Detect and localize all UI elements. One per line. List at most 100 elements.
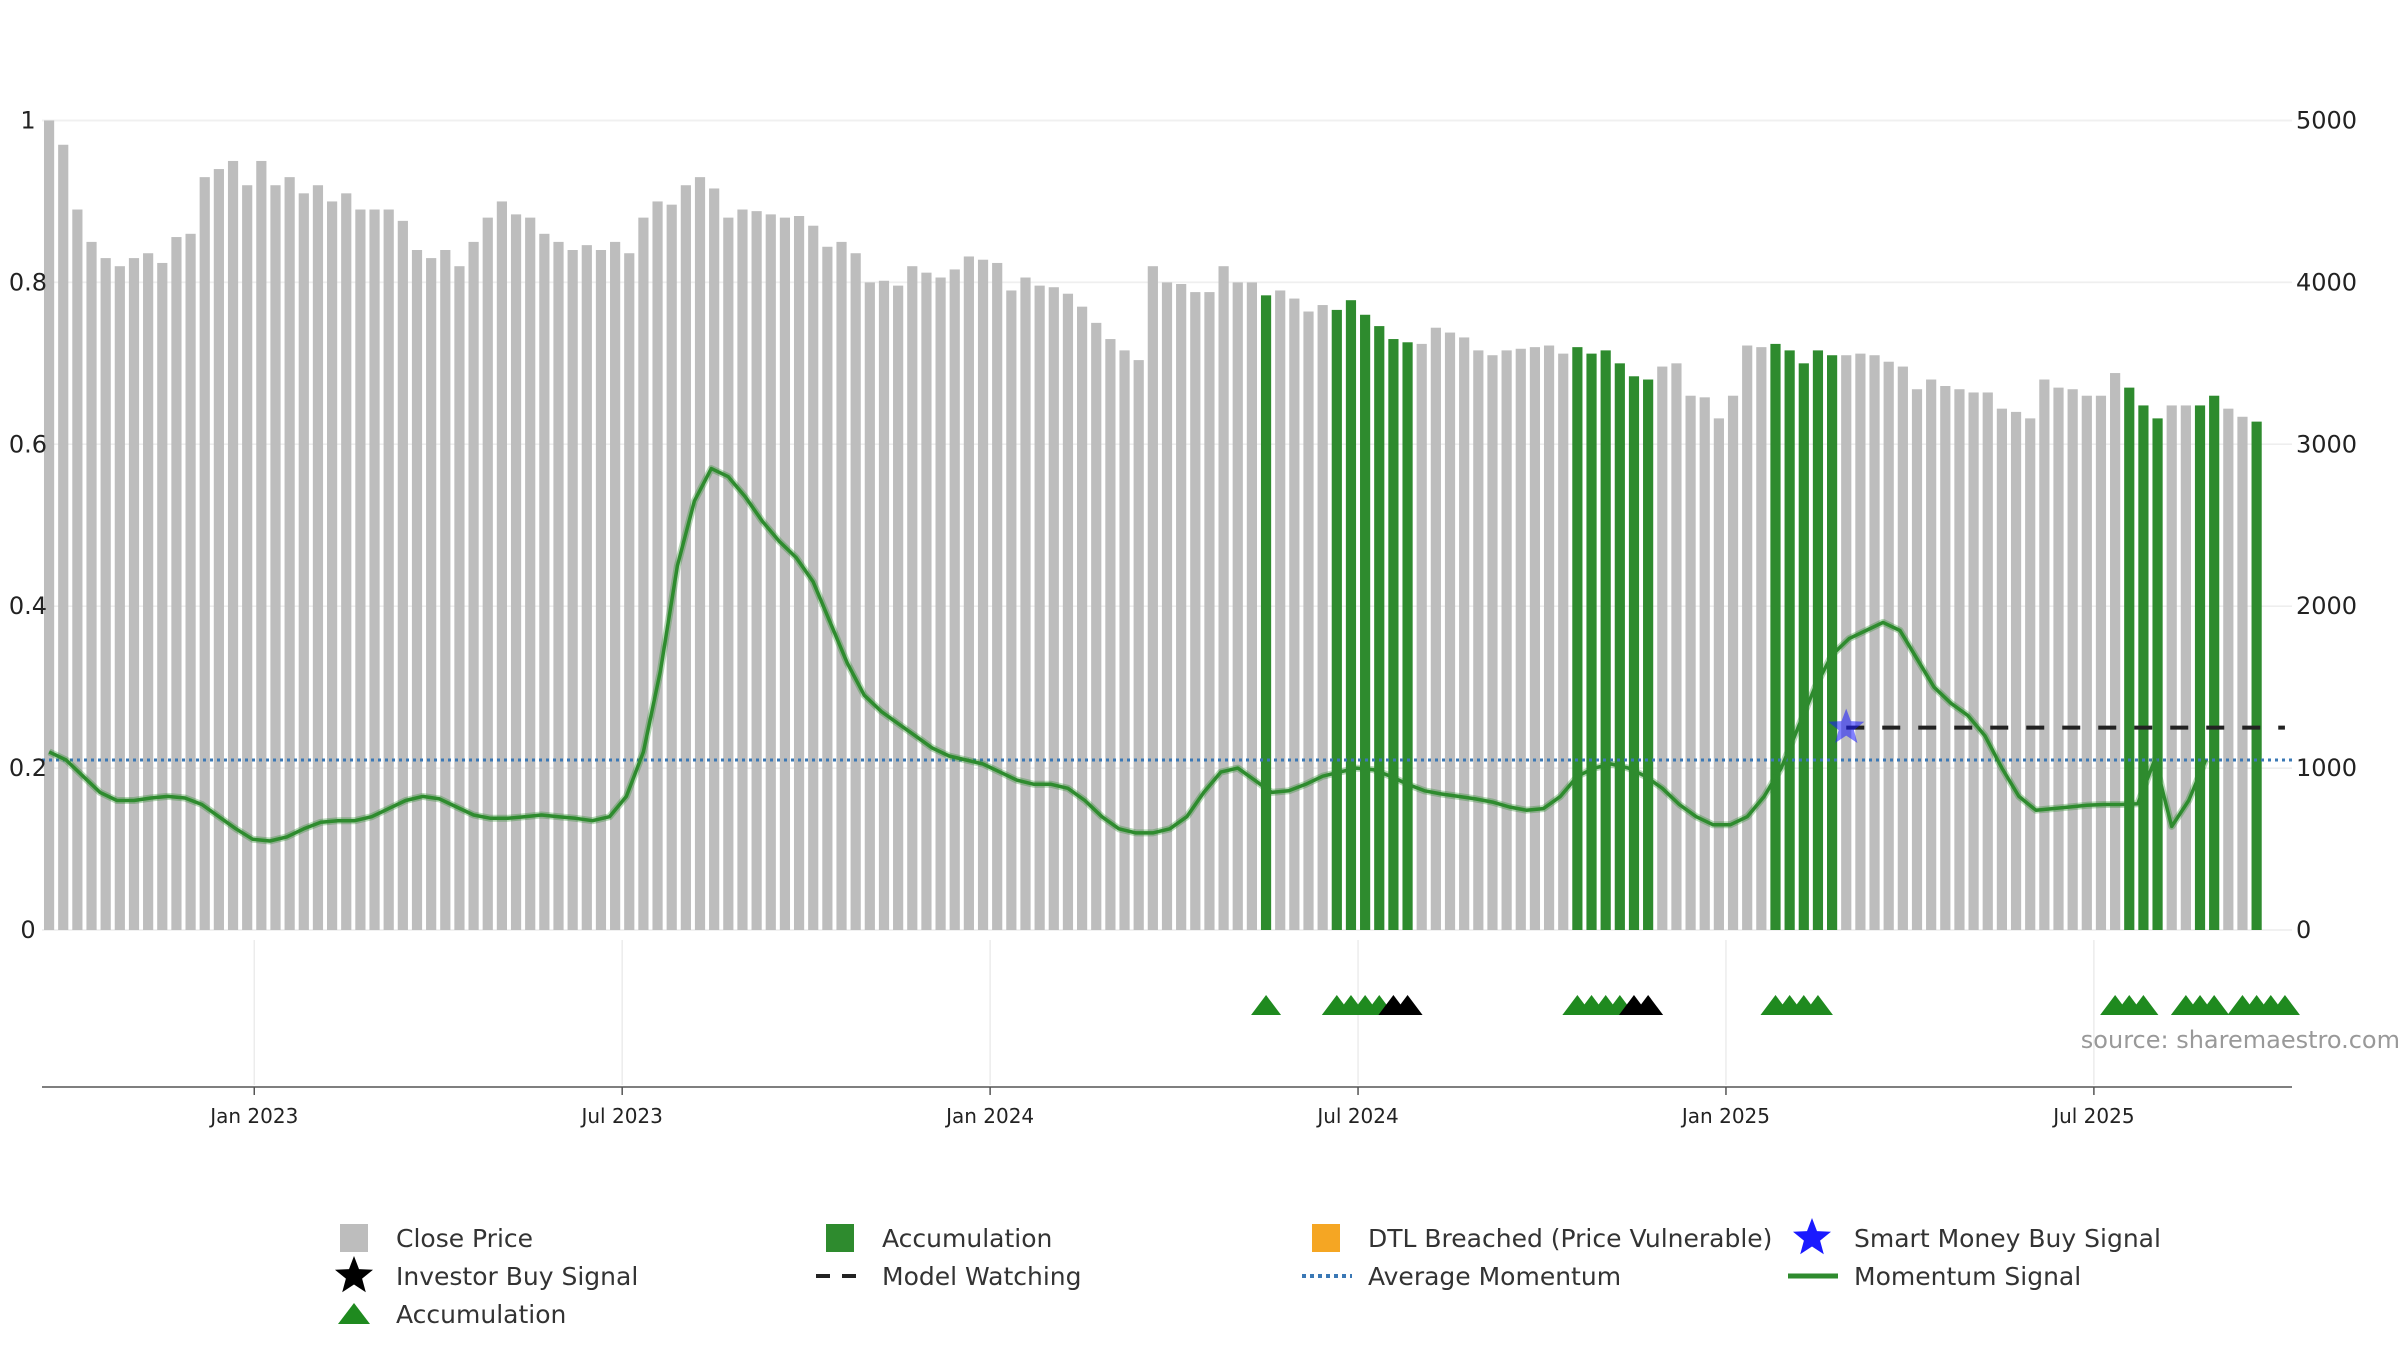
left-axis-tick-label: 0.4 xyxy=(9,592,47,620)
close-price-bar xyxy=(185,233,196,931)
buy-signal-markers xyxy=(1828,708,1865,743)
right-axis-tick-label: 4000 xyxy=(2296,268,2357,296)
close-price-bar xyxy=(977,259,989,930)
close-price-bar xyxy=(1543,345,1555,930)
accumulation-bar xyxy=(1345,300,1357,930)
accumulation-bar xyxy=(1770,343,1781,930)
close-price-bar xyxy=(43,120,55,930)
accumulation-bar xyxy=(1260,295,1272,930)
accumulation-triangle xyxy=(2128,995,2159,1015)
accumulation-bar xyxy=(2152,418,2163,930)
close-price-bar xyxy=(482,217,493,931)
x-axis-tick-label: Jul 2023 xyxy=(579,1104,662,1128)
close-price-bar xyxy=(72,209,83,930)
accumulation-bar xyxy=(2209,395,2220,930)
x-axis-tick-label: Jul 2025 xyxy=(2051,1104,2134,1128)
close-price-bar xyxy=(1275,290,1286,930)
close-price-bar xyxy=(638,217,649,931)
close-price-bar xyxy=(312,185,324,930)
close-price-bar xyxy=(327,201,338,930)
close-price-bar xyxy=(624,253,635,930)
accumulation-bar xyxy=(1572,347,1583,931)
legend-label: Accumulation xyxy=(882,1224,1052,1253)
close-price-bar xyxy=(199,177,210,931)
right-axis-tick-label: 1000 xyxy=(2296,754,2357,782)
close-price-bar xyxy=(1685,395,1696,930)
close-price-bar xyxy=(1020,277,1031,930)
close-price-bar xyxy=(341,193,352,931)
close-price-bar xyxy=(1883,361,1894,930)
close-price-bar xyxy=(2053,387,2064,931)
close-price-bar xyxy=(779,217,791,931)
close-price-bar xyxy=(1869,355,1880,930)
accumulation-bar xyxy=(1784,350,1795,930)
legend-label: Accumulation xyxy=(396,1300,566,1329)
close-price-bar xyxy=(510,214,522,930)
accumulation-bar xyxy=(2124,387,2135,931)
close-price-bar xyxy=(1727,395,1739,930)
close-price-bar xyxy=(1204,292,1215,931)
close-price-bar xyxy=(652,201,663,930)
close-price-bar xyxy=(963,256,974,930)
close-price-bar xyxy=(2010,411,2022,930)
close-price-bar xyxy=(1982,392,1993,930)
accumulation-bar xyxy=(2138,405,2149,930)
close-price-bar xyxy=(2025,418,2036,930)
close-price-bar xyxy=(1742,345,1753,930)
close-price-bar xyxy=(1147,266,1158,930)
accumulation-bar xyxy=(1374,326,1385,931)
accumulation-bar xyxy=(1812,350,1824,930)
accumulation-bar xyxy=(1402,342,1413,930)
x-axis-tick-label: Jul 2024 xyxy=(1315,1104,1398,1128)
legend-triangle-icon xyxy=(338,1303,370,1324)
close-price-bar xyxy=(2223,408,2234,931)
x-axis-tick-label: Jan 2025 xyxy=(1680,1104,1770,1128)
close-price-bar xyxy=(1671,363,1682,930)
close-price-bar xyxy=(751,211,762,931)
left-axis-tick-label: 0.6 xyxy=(9,430,47,458)
close-price-bar xyxy=(284,177,295,931)
accumulation-bar xyxy=(1643,379,1654,930)
close-price-bar xyxy=(1954,389,1965,930)
close-price-bar xyxy=(1161,282,1173,930)
close-price-bar xyxy=(1077,306,1088,931)
legend-label: Average Momentum xyxy=(1368,1262,1621,1291)
legend-swatch xyxy=(340,1224,368,1252)
close-price-bar xyxy=(2067,389,2078,930)
accumulation-bar xyxy=(1628,376,1640,930)
close-price-bar xyxy=(723,217,734,931)
close-price-bar xyxy=(1006,290,1017,930)
legend: Close Price Accumulation DTL Breached (Pri… xyxy=(335,1218,2161,1329)
accumulation-bar xyxy=(1798,363,1809,930)
close-price-bar xyxy=(1487,355,1498,930)
close-price-bar xyxy=(227,160,239,930)
close-price-bar xyxy=(921,272,932,931)
accumulation-triangle xyxy=(2269,995,2300,1015)
legend-star-icon xyxy=(1793,1218,1831,1255)
close-price-bar xyxy=(610,241,621,930)
close-price-bar xyxy=(539,233,550,931)
legend-label: Model Watching xyxy=(882,1262,1082,1291)
legend-label: DTL Breached (Price Vulnerable) xyxy=(1368,1224,1772,1253)
close-price-bar xyxy=(468,241,479,930)
accumulation-bar xyxy=(1586,353,1597,931)
close-price-bar xyxy=(2237,416,2248,930)
legend-swatch xyxy=(1312,1224,1340,1252)
close-price-bar xyxy=(595,250,607,930)
close-price-bar xyxy=(114,266,125,930)
source-attribution: source: sharemaestro.com xyxy=(2081,1026,2400,1054)
price-bars xyxy=(43,120,2262,931)
close-price-bar xyxy=(100,258,111,931)
close-price-bar xyxy=(935,277,946,930)
close-price-bar xyxy=(1926,379,1937,930)
close-price-bar xyxy=(355,209,366,930)
close-price-bar xyxy=(793,216,805,930)
close-price-bar xyxy=(1473,350,1484,930)
close-price-bar xyxy=(893,285,904,931)
accumulation-bar xyxy=(1388,339,1399,930)
close-price-bar xyxy=(2081,395,2092,930)
legend-label: Momentum Signal xyxy=(1854,1262,2081,1291)
close-price-bar xyxy=(1529,347,1541,931)
close-price-bar xyxy=(694,177,706,931)
close-price-bar xyxy=(525,217,536,931)
